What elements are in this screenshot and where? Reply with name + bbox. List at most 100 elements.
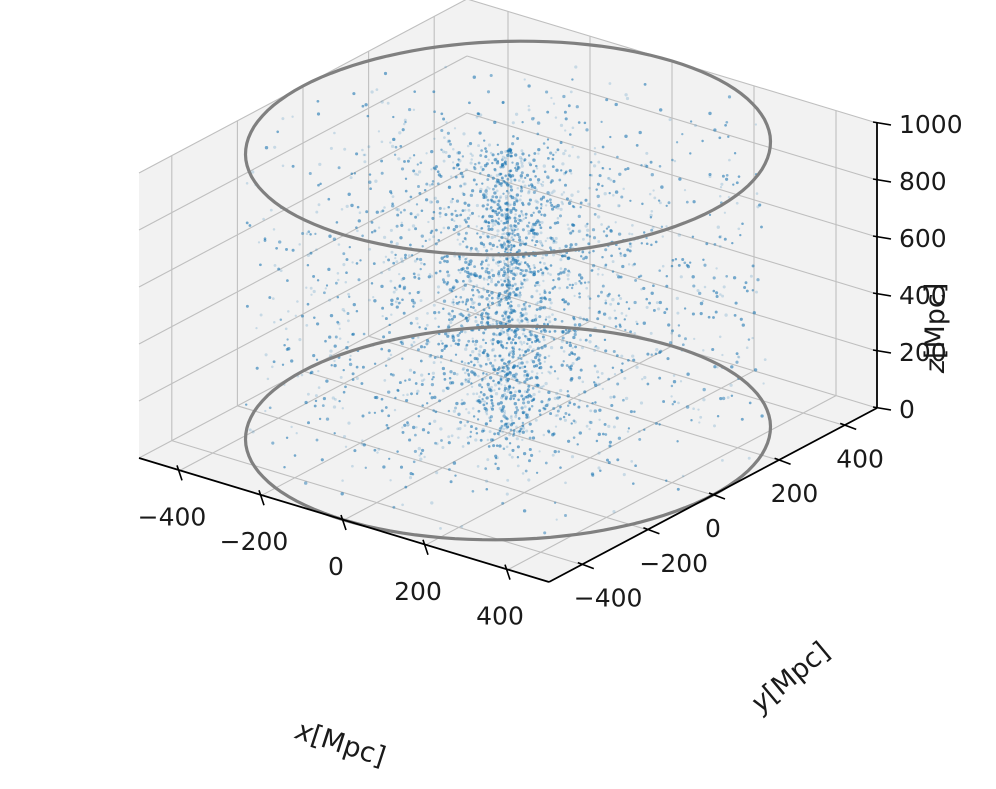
scatter-point (356, 229, 359, 233)
scatter-point (283, 343, 286, 347)
scatter-point (708, 213, 712, 217)
scatter-point (500, 358, 503, 362)
scatter-point (479, 438, 483, 442)
scatter-point (319, 182, 322, 186)
scatter-point (498, 332, 502, 337)
scatter-point (481, 429, 485, 433)
scatter-point (514, 213, 517, 216)
scatter-point (509, 232, 513, 235)
scatter-point (528, 198, 532, 202)
scatter-point (457, 158, 460, 161)
scatter-point (450, 434, 454, 438)
scatter-point (285, 436, 289, 439)
scatter-point (407, 254, 411, 258)
scatter-point (526, 372, 530, 376)
scatter-point (454, 279, 458, 282)
scatter-point (380, 397, 384, 401)
scatter-point (505, 445, 509, 449)
scatter-point (607, 176, 611, 180)
scatter-point (570, 351, 574, 355)
scatter-point (507, 306, 512, 310)
scatter-point (556, 216, 560, 220)
scatter-point (525, 173, 530, 177)
scatter-point (561, 330, 565, 334)
scatter-point (380, 140, 384, 144)
scatter-point (543, 404, 547, 408)
scatter-point (614, 190, 619, 194)
scatter-point (504, 160, 507, 164)
scatter-point (676, 311, 680, 315)
scatter-point (605, 227, 609, 230)
scatter-point (507, 191, 511, 195)
scatter-point (516, 227, 520, 231)
scatter-point (316, 112, 321, 116)
scatter-point (532, 271, 536, 275)
scatter-point (399, 340, 403, 344)
scatter-point (716, 415, 720, 418)
scatter-point (381, 209, 385, 213)
scatter-point (756, 205, 760, 209)
scatter-point (571, 145, 574, 149)
scatter-point (451, 381, 455, 385)
scatter-point (508, 363, 511, 367)
scatter-point (544, 297, 548, 301)
scatter-point (501, 155, 505, 159)
scatter-point (538, 240, 543, 244)
scatter-point (380, 347, 384, 351)
scatter-point (649, 331, 653, 335)
scatter-point (535, 372, 539, 375)
scatter-point (414, 172, 418, 176)
scatter-point (649, 160, 653, 164)
scatter-point (470, 158, 473, 161)
scatter-point (585, 233, 589, 237)
scatter-point (718, 335, 722, 339)
scatter-point (514, 261, 518, 264)
scatter-point (514, 274, 517, 277)
scatter-point (369, 187, 372, 191)
scatter-point (734, 301, 738, 305)
scatter-point (517, 255, 520, 258)
scatter-point (489, 174, 493, 178)
scatter-point (659, 108, 663, 112)
scatter-point (514, 390, 517, 394)
scatter-point (520, 149, 524, 153)
scatter-point (500, 235, 504, 240)
scatter-point (440, 112, 444, 116)
scatter-point (521, 201, 524, 205)
scatter-point (469, 354, 472, 357)
scatter-point (643, 163, 648, 167)
scatter-point (493, 168, 497, 172)
scatter-point (627, 263, 631, 266)
scatter-point (547, 397, 551, 401)
scatter-point (495, 161, 500, 165)
scatter-point (397, 157, 401, 161)
scatter-point (530, 359, 533, 362)
scatter-point (498, 196, 502, 200)
scatter-point (404, 379, 407, 382)
scatter-point (458, 159, 462, 163)
scatter-point (496, 341, 500, 345)
scatter-point (523, 365, 527, 368)
scatter-point (485, 402, 489, 405)
scatter-point (587, 202, 591, 206)
scatter-point (534, 199, 538, 203)
scatter-point (467, 263, 471, 266)
scatter-point (507, 233, 511, 237)
scatter-point (492, 367, 496, 371)
scatter-point (458, 242, 462, 246)
scatter-point (619, 296, 623, 301)
scatter-point (245, 403, 248, 406)
scatter-point (495, 456, 499, 460)
scatter-point (483, 220, 486, 224)
scatter-point (518, 348, 521, 351)
scatter-point (505, 208, 509, 212)
scatter-point (499, 322, 502, 325)
scatter-point (377, 447, 381, 451)
scatter-point (291, 164, 295, 168)
scatter-point (412, 340, 416, 344)
scatter-point (465, 261, 469, 265)
scatter-point (383, 206, 386, 209)
scatter-point (503, 279, 507, 283)
scatter-point (383, 379, 387, 382)
scatter-point (443, 136, 446, 139)
